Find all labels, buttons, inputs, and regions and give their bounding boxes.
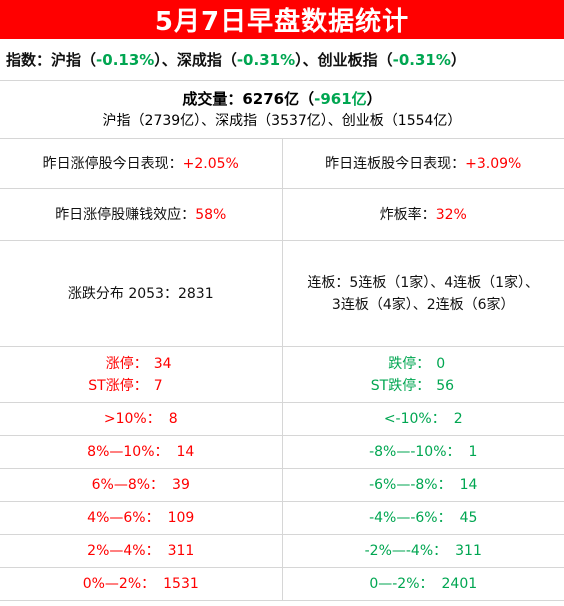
dist-row: 涨跌分布 2053：2831 连板：5连板（1家）、4连板（1家）、 3连板（4…	[0, 241, 564, 347]
range-right-value: 14	[459, 477, 478, 493]
range-right: -8%—-10%： 1	[283, 436, 564, 468]
range-left: 4%—6%： 109	[0, 502, 283, 534]
perf-row: 昨日涨停股今日表现：+2.05% 昨日连板股今日表现：+3.09%	[0, 139, 564, 189]
range-left-value: 39	[172, 477, 190, 493]
limits-down: 跌停： 0 ST跌停： 56	[283, 347, 564, 402]
range-left-label: 8%—10%：	[87, 444, 169, 460]
range-right-value: 2401	[441, 576, 478, 592]
range-right-label: 0—-2%：	[369, 576, 434, 592]
st-up-label: ST涨停：	[88, 377, 148, 394]
range-left-value: 8	[168, 411, 178, 427]
range-right-value: 45	[459, 510, 478, 526]
range-row: >10%： 8 <-10%： 2	[0, 403, 564, 436]
range-right-label: -2%—-4%：	[364, 543, 448, 559]
volume-change: -961亿	[314, 89, 367, 108]
volume-detail: 沪指（2739亿）、深成指（3537亿）、创业板（1554亿）	[102, 112, 462, 129]
range-left-label: 2%—4%：	[87, 543, 160, 559]
perf-left-value: +2.05%	[182, 155, 239, 172]
cy-close: ）	[450, 51, 466, 69]
range-row: 0%—2%： 1531 0—-2%： 2401	[0, 568, 564, 601]
range-left-label: 4%—6%：	[87, 510, 160, 526]
page-title: 5月7日早盘数据统计	[0, 0, 564, 39]
limit-down-label: 跌停：	[388, 355, 431, 372]
range-row: 8%—10%： 14 -8%—-10%： 1	[0, 436, 564, 469]
dist-right-line2: 3连板（4家）、2连板（6家）	[331, 296, 515, 313]
range-left: 2%—4%： 311	[0, 535, 283, 567]
dist-left: 涨跌分布 2053：2831	[0, 241, 283, 346]
range-row: 4%—6%： 109 -4%—-6%： 45	[0, 502, 564, 535]
range-left-label: 0%—2%：	[82, 576, 156, 592]
perf-right-value: +3.09%	[465, 155, 522, 172]
perf-right-label: 昨日连板股今日表现：	[325, 155, 466, 172]
index-row: 指数： 沪指（ -0.13% ）、 深成指（ -0.31% ）、 创业板指（ -…	[0, 39, 564, 81]
effect-left-value: 58%	[195, 206, 227, 223]
range-right: <-10%： 2	[283, 403, 564, 435]
effect-right-value: 32%	[435, 206, 467, 223]
limits-up: 涨停： 34 ST涨停： 7	[0, 347, 283, 402]
perf-right: 昨日连板股今日表现：+3.09%	[283, 139, 564, 188]
volume-row: 成交量：6276亿（-961亿） 沪指（2739亿）、深成指（3537亿）、创业…	[0, 81, 564, 139]
effect-row: 昨日涨停股赚钱效应：58% 炸板率：32%	[0, 189, 564, 241]
range-left-value: 14	[176, 444, 195, 460]
volume-main: 成交量：6276亿（-961亿）	[182, 88, 381, 110]
range-right: 0—-2%： 2401	[283, 568, 564, 600]
sz-value: -0.31%	[236, 50, 296, 69]
range-left: 0%—2%： 1531	[0, 568, 283, 600]
limit-up-value: 34	[153, 355, 172, 372]
range-left-label: >10%：	[103, 411, 161, 427]
effect-right: 炸板率：32%	[283, 189, 564, 240]
effect-left: 昨日涨停股赚钱效应：58%	[0, 189, 283, 240]
volume-close: ）	[366, 89, 382, 108]
st-down-value: 56	[436, 377, 455, 394]
index-label: 指数：	[6, 51, 52, 69]
range-right-value: 1	[468, 444, 478, 460]
range-left: >10%： 8	[0, 403, 283, 435]
effect-left-label: 昨日涨停股赚钱效应：	[55, 206, 196, 223]
perf-left-label: 昨日涨停股今日表现：	[42, 155, 183, 172]
sh-name: 沪指（	[51, 51, 97, 69]
limit-down-value: 0	[436, 355, 446, 372]
volume-label: 成交量：6276亿（	[182, 89, 315, 108]
sz-name: 深成指（	[176, 51, 237, 69]
range-left-value: 109	[167, 510, 195, 526]
sh-value: -0.13%	[96, 50, 155, 69]
limits-row: 涨停： 34 ST涨停： 7 跌停： 0 ST跌停： 56	[0, 347, 564, 403]
dist-right: 连板：5连板（1家）、4连板（1家）、 3连板（4家）、2连板（6家）	[283, 241, 564, 346]
sz-close: ）、	[295, 51, 318, 69]
range-left-label: 6%—8%：	[91, 477, 165, 493]
range-right-label: <-10%：	[383, 411, 446, 427]
range-right-value: 2	[453, 411, 463, 427]
effect-right-label: 炸板率：	[379, 206, 436, 223]
range-right-label: -8%—-10%：	[369, 444, 461, 460]
range-right-label: -4%—-6%：	[369, 510, 452, 526]
range-row: 6%—8%： 39 -6%—-8%： 14	[0, 469, 564, 502]
range-right: -2%—-4%： 311	[283, 535, 564, 567]
st-down-label: ST跌停：	[370, 377, 431, 394]
range-right-value: 311	[455, 543, 482, 559]
cy-name: 创业板指（	[317, 51, 393, 69]
cy-value: -0.31%	[392, 50, 451, 69]
limit-up-label: 涨停：	[105, 355, 148, 372]
range-left: 6%—8%： 39	[0, 469, 283, 501]
range-left-value: 311	[167, 543, 195, 559]
range-right: -4%—-6%： 45	[283, 502, 564, 534]
dist-right-line1: 连板：5连板（1家）、4连板（1家）、	[307, 274, 540, 291]
range-right-label: -6%—-8%：	[369, 477, 452, 493]
sh-close: ）、	[154, 51, 177, 69]
range-row: 2%—4%： 311 -2%—-4%： 311	[0, 535, 564, 568]
st-up-value: 7	[153, 377, 163, 394]
perf-left: 昨日涨停股今日表现：+2.05%	[0, 139, 283, 188]
range-left-value: 1531	[163, 576, 199, 592]
range-right: -6%—-8%： 14	[283, 469, 564, 501]
range-left: 8%—10%： 14	[0, 436, 283, 468]
